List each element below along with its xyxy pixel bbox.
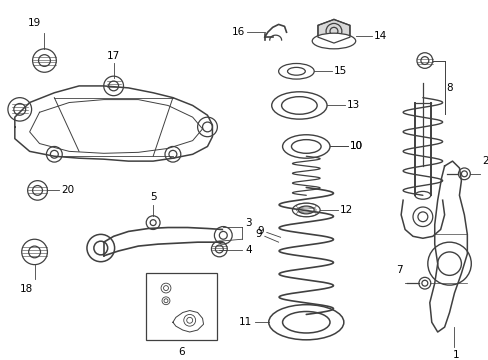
Polygon shape (317, 19, 349, 43)
Text: 11: 11 (238, 317, 251, 327)
Text: 7: 7 (396, 265, 402, 275)
Text: 9: 9 (255, 229, 261, 239)
Text: 20: 20 (61, 185, 74, 195)
Ellipse shape (311, 33, 355, 49)
Text: 8: 8 (446, 83, 452, 93)
Text: 16: 16 (231, 27, 244, 37)
Text: 12: 12 (339, 205, 352, 215)
Text: 19: 19 (28, 18, 41, 28)
Text: 10: 10 (349, 141, 362, 152)
Text: 13: 13 (346, 100, 359, 111)
Text: 3: 3 (244, 218, 251, 228)
Text: 9: 9 (257, 226, 263, 237)
Text: 18: 18 (20, 284, 33, 294)
Text: 14: 14 (373, 31, 386, 41)
Text: 5: 5 (149, 192, 156, 202)
Text: 1: 1 (452, 350, 459, 360)
Text: 10: 10 (349, 141, 362, 152)
Text: 6: 6 (178, 347, 185, 357)
Text: 17: 17 (107, 50, 120, 60)
Text: 2: 2 (481, 156, 488, 166)
Bar (146, 274, 217, 340)
Text: 15: 15 (333, 66, 346, 76)
Text: 4: 4 (244, 245, 251, 255)
